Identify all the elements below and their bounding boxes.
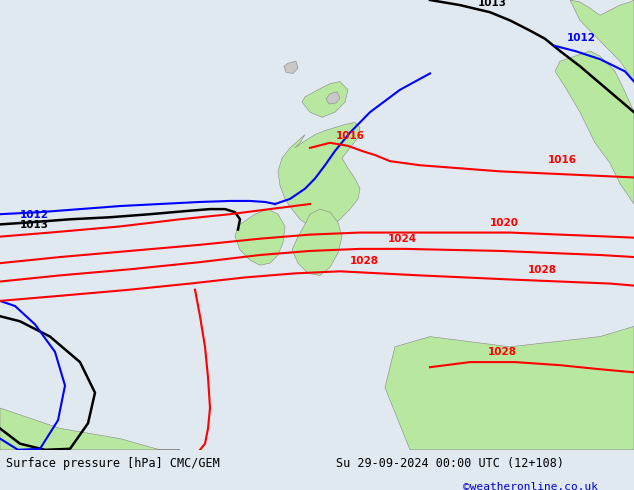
Polygon shape	[570, 0, 634, 82]
Polygon shape	[555, 51, 634, 204]
Text: 1028: 1028	[350, 256, 379, 266]
Text: 1016: 1016	[336, 131, 365, 141]
Polygon shape	[326, 92, 340, 104]
Polygon shape	[278, 122, 360, 229]
Polygon shape	[292, 209, 342, 275]
Polygon shape	[0, 408, 180, 450]
Text: 1028: 1028	[488, 347, 517, 357]
Text: 1016: 1016	[548, 155, 577, 165]
Text: 1020: 1020	[490, 219, 519, 228]
Polygon shape	[302, 82, 348, 117]
Text: 1012: 1012	[20, 210, 49, 221]
Polygon shape	[284, 61, 298, 74]
Text: Surface pressure [hPa] CMC/GEM: Surface pressure [hPa] CMC/GEM	[6, 457, 220, 470]
Text: ©weatheronline.co.uk: ©weatheronline.co.uk	[463, 482, 598, 490]
Text: 1013: 1013	[20, 220, 49, 230]
Polygon shape	[235, 209, 285, 265]
Text: 1013: 1013	[478, 0, 507, 8]
Text: Su 29-09-2024 00:00 UTC (12+108): Su 29-09-2024 00:00 UTC (12+108)	[336, 457, 564, 470]
Text: 1024: 1024	[388, 234, 417, 244]
Text: 1012: 1012	[567, 33, 596, 43]
Polygon shape	[385, 326, 634, 450]
Text: 1028: 1028	[528, 266, 557, 275]
